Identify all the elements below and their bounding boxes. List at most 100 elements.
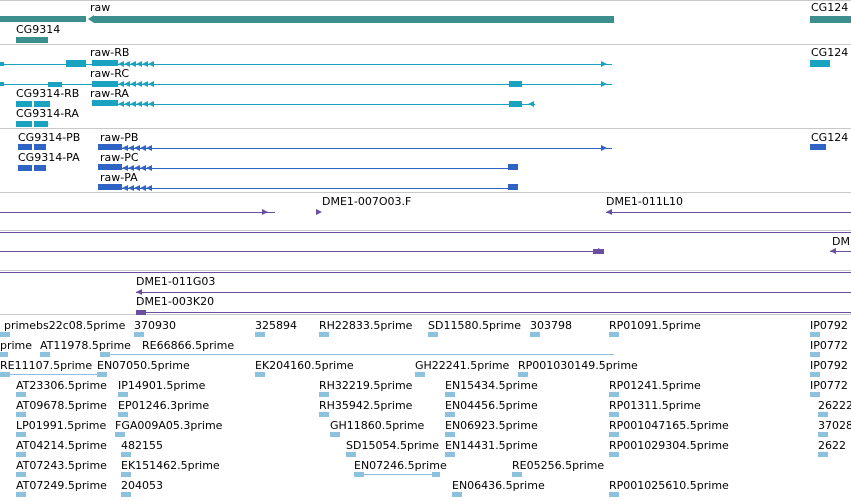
est-block[interactable] (255, 332, 265, 337)
est-block[interactable] (415, 372, 425, 377)
cds-label-raw-pc[interactable]: raw-PC (100, 151, 139, 164)
est-label[interactable]: RP01091.5prime (609, 319, 701, 332)
est-label[interactable]: EN15434.5prime (445, 379, 538, 392)
est-label[interactable]: LP01991.5prime (16, 419, 107, 432)
exon-block[interactable] (34, 144, 46, 150)
gene-span[interactable] (16, 37, 48, 43)
est-label[interactable]: AT07249.5prime (16, 479, 107, 492)
clone-label-dme[interactable]: DME (832, 235, 851, 248)
cds-label-cg9314-pa[interactable]: CG9314-PA (18, 151, 80, 164)
cds-label-cg124[interactable]: CG124 (811, 131, 849, 144)
intron-line[interactable] (98, 148, 612, 149)
est-block[interactable] (445, 452, 455, 457)
est-block[interactable] (319, 332, 329, 337)
est-block[interactable] (319, 412, 329, 417)
est-block[interactable] (512, 472, 522, 477)
est-block[interactable] (255, 372, 265, 377)
exon-block[interactable] (98, 144, 122, 150)
exon-block[interactable] (92, 60, 118, 66)
est-block[interactable] (810, 372, 820, 377)
intron-line[interactable] (136, 312, 851, 313)
est-block[interactable] (115, 432, 125, 437)
est-label[interactable]: EN06436.5prime (452, 479, 545, 492)
est-label[interactable]: RP001030149.5prime (518, 359, 638, 372)
gene-label-cg9314[interactable]: CG9314 (16, 23, 61, 36)
est-label[interactable]: 370930 (134, 319, 176, 332)
est-label[interactable]: EN07246.5prime (354, 459, 447, 472)
est-block[interactable] (346, 452, 356, 457)
exon-block[interactable] (34, 121, 48, 127)
intron-line[interactable] (136, 292, 851, 293)
est-label[interactable]: SD15054.5prime (346, 439, 439, 452)
exon-block[interactable] (98, 184, 122, 190)
intron-line[interactable] (0, 232, 851, 233)
est-label[interactable]: RH35942.5prime (319, 399, 413, 412)
est-block[interactable] (121, 472, 131, 477)
est-block[interactable] (121, 492, 131, 497)
cds-label-cg9314-pb[interactable]: CG9314-PB (18, 131, 81, 144)
est-block[interactable] (16, 412, 26, 417)
gene-span[interactable] (0, 16, 86, 22)
clone-label-dme1-011g03[interactable]: DME1-011G03 (136, 275, 216, 288)
transcript-label-cg9314-ra[interactable]: CG9314-RA (16, 107, 79, 120)
intron-line[interactable] (0, 272, 851, 273)
est-block[interactable] (445, 392, 455, 397)
est-block[interactable] (40, 352, 50, 357)
exon-block[interactable] (92, 81, 118, 87)
est-block[interactable] (16, 472, 26, 477)
est-block[interactable] (97, 372, 107, 377)
est-label[interactable]: EN06923.5prime (445, 419, 538, 432)
intron-line[interactable] (0, 212, 275, 213)
est-label[interactable]: IP14901.5prime (118, 379, 206, 392)
est-label[interactable]: IP0772 (810, 379, 848, 392)
est-block[interactable] (452, 492, 462, 497)
est-label[interactable]: IP0772 (810, 339, 848, 352)
est-block[interactable] (100, 352, 110, 357)
gene-span[interactable] (810, 16, 851, 23)
exon-block[interactable] (810, 144, 826, 150)
gene-label-raw[interactable]: raw (90, 1, 111, 14)
est-label[interactable]: SD11580.5prime (428, 319, 521, 332)
exon-block[interactable] (509, 101, 522, 107)
est-label[interactable]: IP0792 (810, 319, 848, 332)
intron-line[interactable] (606, 212, 851, 213)
est-line[interactable] (354, 474, 440, 475)
est-label[interactable]: GH22241.5prime (415, 359, 510, 372)
est-block[interactable] (609, 432, 619, 437)
exon-block[interactable] (0, 82, 4, 86)
exon-block[interactable] (810, 60, 830, 67)
est-label[interactable]: 303798 (530, 319, 572, 332)
exon-block[interactable] (136, 310, 146, 315)
est-block[interactable] (810, 352, 820, 357)
clone-label-dme1-011l10[interactable]: DME1-011L10 (606, 195, 683, 208)
est-block[interactable] (428, 332, 438, 337)
est-label[interactable]: AT07243.5prime (16, 459, 107, 472)
est-block[interactable] (354, 472, 364, 477)
exon-block[interactable] (509, 81, 522, 87)
exon-block[interactable] (18, 165, 32, 171)
est-block[interactable] (609, 332, 619, 337)
est-label[interactable]: RP001025610.5prime (609, 479, 729, 492)
transcript-label-raw-rb[interactable]: raw-RB (90, 46, 130, 59)
transcript-label-cg9314-rb[interactable]: CG9314-RB (16, 87, 80, 100)
est-block[interactable] (0, 372, 10, 377)
exon-block[interactable] (92, 100, 118, 106)
est-block[interactable] (16, 492, 26, 497)
est-label[interactable]: IP0792 (810, 359, 848, 372)
exon-block[interactable] (18, 144, 32, 150)
est-block[interactable] (134, 332, 144, 337)
exon-block[interactable] (66, 60, 86, 67)
est-label[interactable]: primebs22c08.5prime (4, 319, 126, 332)
est-label[interactable]: prime (0, 339, 33, 352)
exon-block[interactable] (34, 101, 50, 107)
cds-label-raw-pb[interactable]: raw-PB (100, 131, 139, 144)
est-label[interactable]: 325894 (255, 319, 297, 332)
est-block[interactable] (0, 332, 10, 337)
est-label[interactable]: EN07050.5prime (97, 359, 190, 372)
est-label[interactable]: RP001029304.5prime (609, 439, 729, 452)
cds-label-raw-pa[interactable]: raw-PA (100, 171, 138, 184)
exon-block[interactable] (16, 101, 32, 107)
intron-line[interactable] (92, 104, 535, 105)
clone-label-dme1-007o03f[interactable]: DME1-007O03.F (322, 195, 412, 208)
est-block[interactable] (818, 432, 828, 437)
